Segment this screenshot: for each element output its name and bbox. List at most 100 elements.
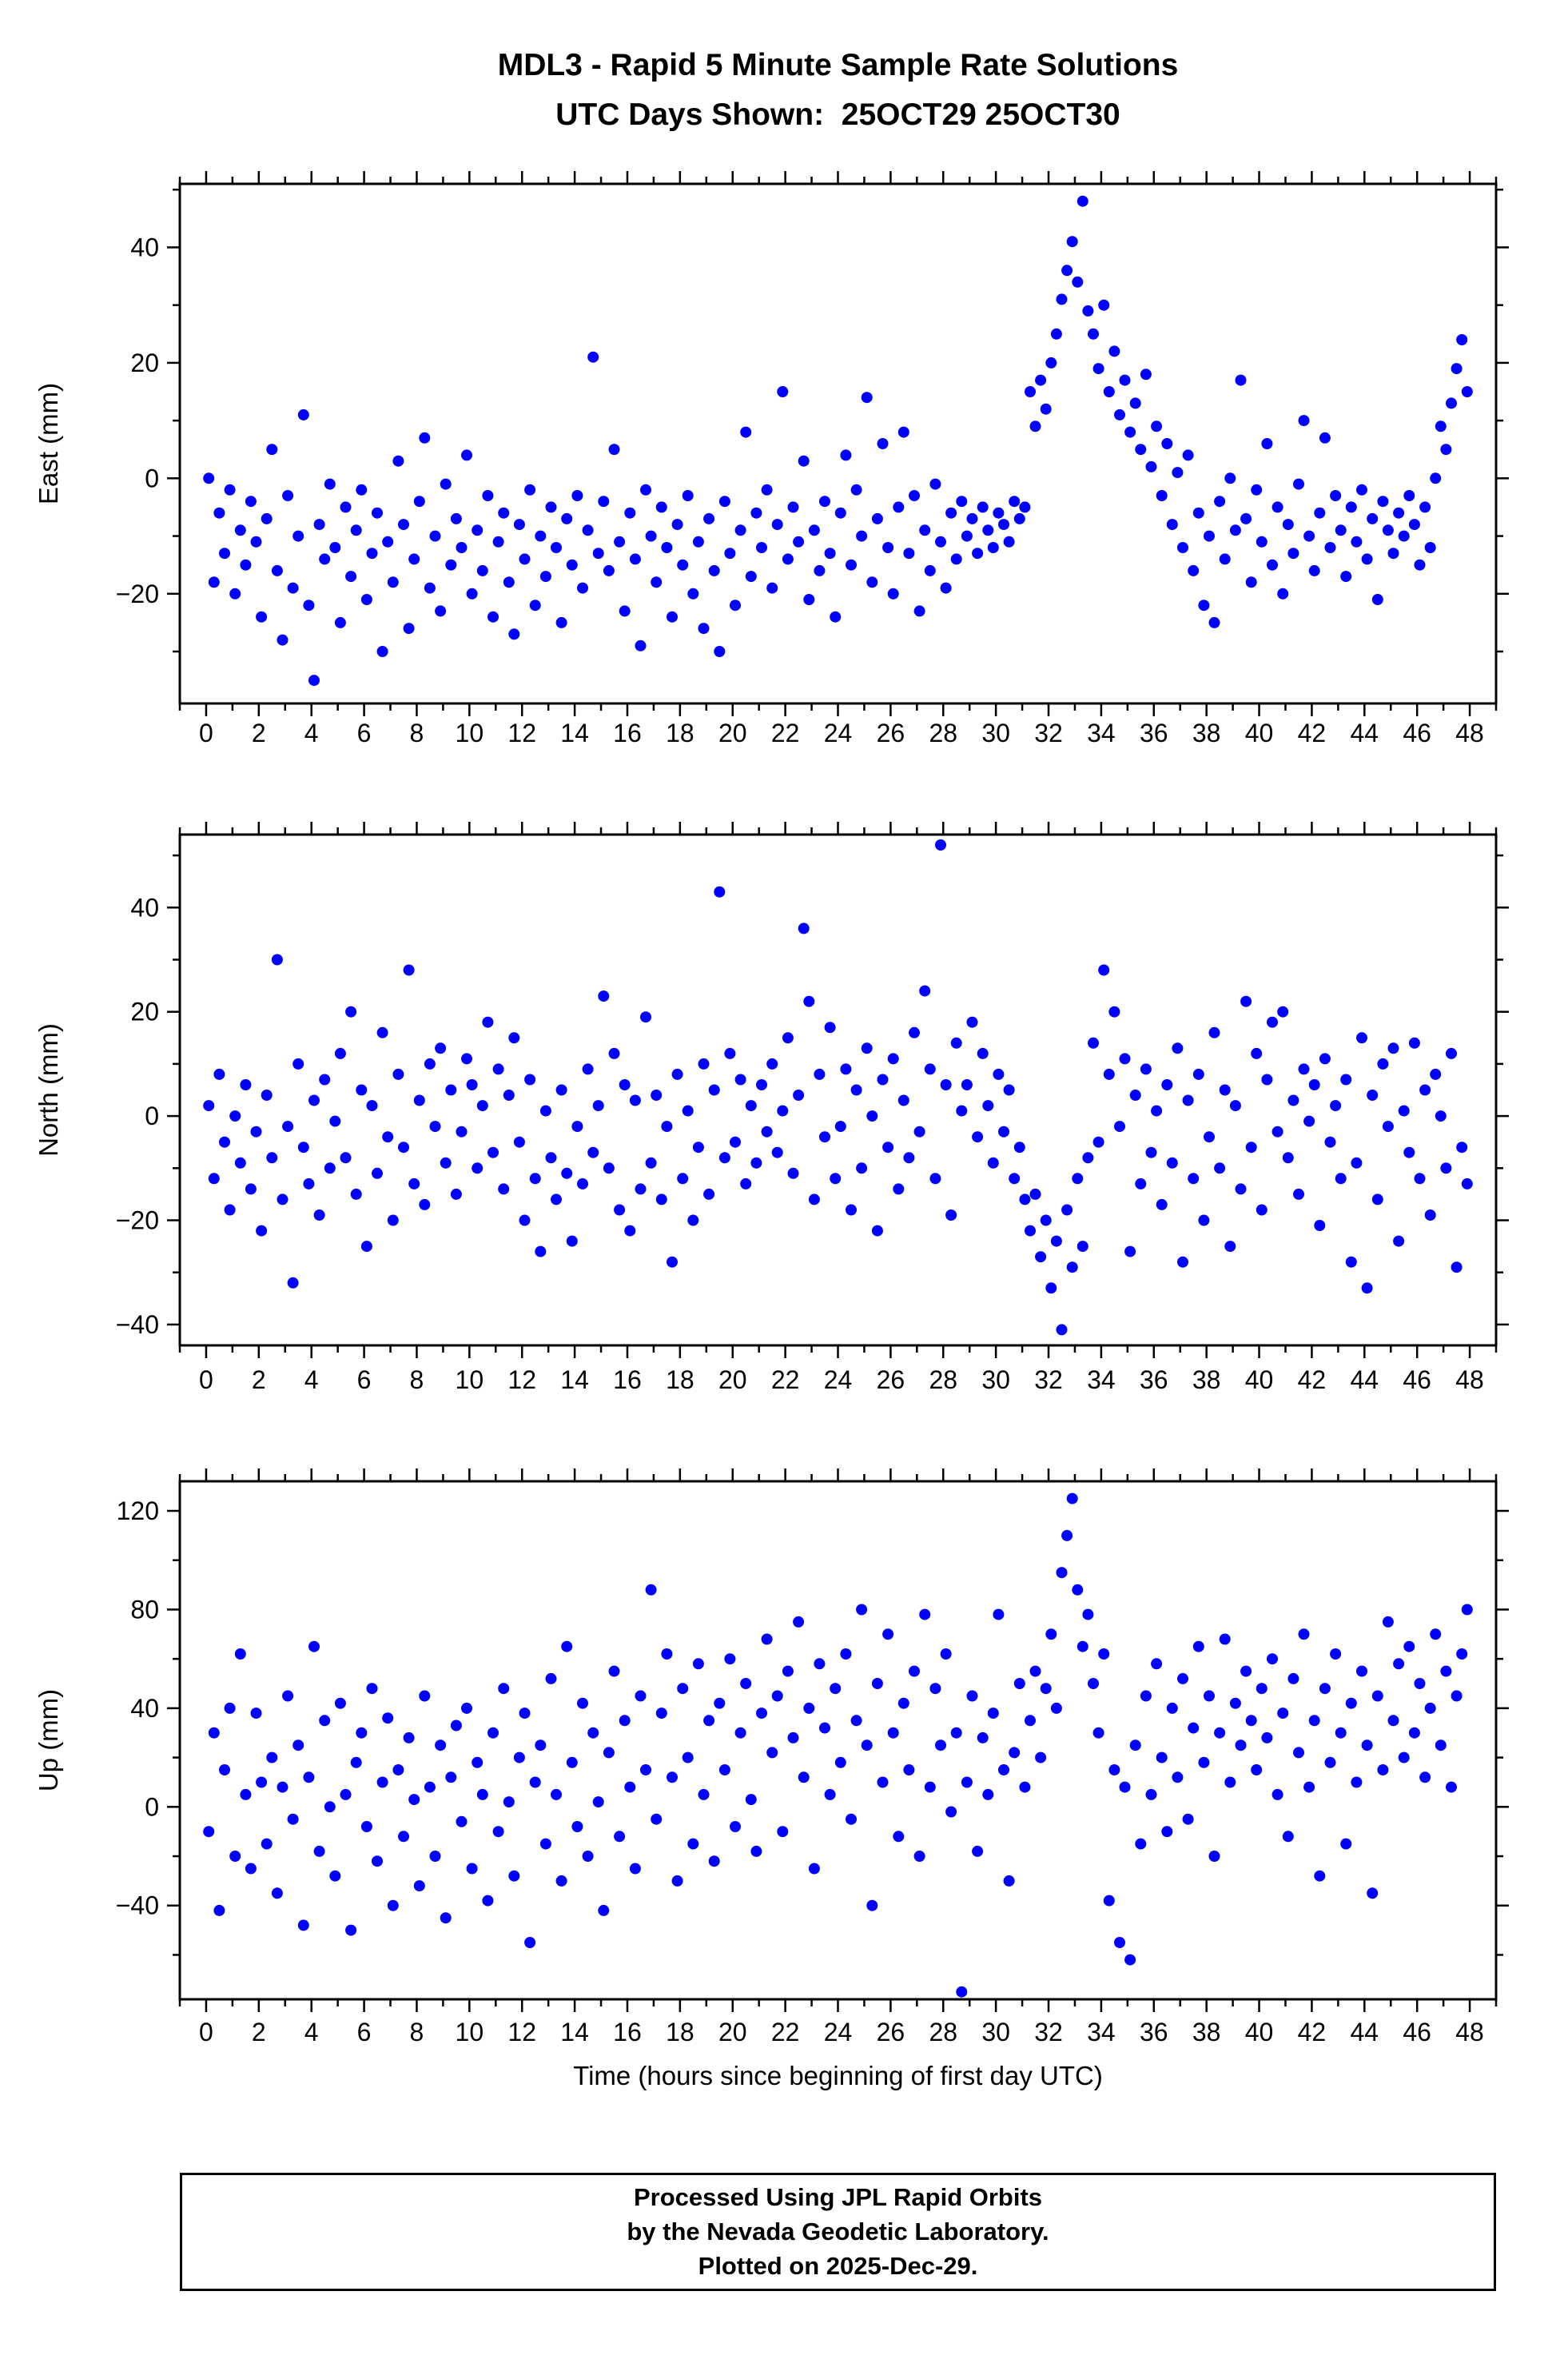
- svg-text:20: 20: [130, 349, 159, 377]
- data-points: [203, 1492, 1473, 1998]
- svg-text:24: 24: [824, 1365, 853, 1394]
- svg-text:24: 24: [824, 719, 853, 747]
- svg-text:32: 32: [1034, 1365, 1063, 1394]
- svg-text:−40: −40: [116, 1891, 159, 1920]
- footer-line2: by the Nevada Geodetic Laboratory.: [627, 2218, 1049, 2245]
- svg-text:12: 12: [507, 719, 536, 747]
- footer-line3: Plotted on 2025-Dec-29.: [698, 2252, 978, 2280]
- svg-text:16: 16: [613, 719, 642, 747]
- svg-text:36: 36: [1140, 2018, 1168, 2046]
- y-axis-title: Up (mm): [34, 1689, 63, 1791]
- svg-text:6: 6: [357, 719, 372, 747]
- svg-text:20: 20: [130, 998, 159, 1026]
- svg-text:18: 18: [666, 2018, 694, 2046]
- svg-text:46: 46: [1403, 2018, 1431, 2046]
- x-tick-labels: 0 2 4 6 8 10 12 14 16 18 20 22 24 26 28 30 32 34 36 38 40 42 4…: [199, 2018, 1484, 2046]
- svg-text:0: 0: [199, 719, 213, 747]
- svg-text:46: 46: [1403, 1365, 1431, 1394]
- svg-text:32: 32: [1034, 719, 1063, 747]
- svg-text:38: 38: [1192, 2018, 1221, 2046]
- svg-text:38: 38: [1192, 719, 1221, 747]
- svg-text:42: 42: [1298, 1365, 1327, 1394]
- data-points: [203, 839, 1473, 1336]
- svg-text:44: 44: [1351, 1365, 1379, 1394]
- svg-text:0: 0: [199, 2018, 213, 2046]
- svg-text:0: 0: [145, 1792, 159, 1821]
- svg-text:40: 40: [1245, 2018, 1274, 2046]
- x-tick-labels: 0 2 4 6 8 10 12 14 16 18 20 22 24 26 28 30 32 34 36 38 40 42 4…: [199, 1365, 1484, 1394]
- svg-text:30: 30: [981, 719, 1010, 747]
- svg-text:36: 36: [1140, 1365, 1168, 1394]
- svg-text:2: 2: [252, 1365, 266, 1394]
- svg-text:−40: −40: [116, 1310, 159, 1339]
- plot-title-line1: MDL3 - Rapid 5 Minute Sample Rate Soluti…: [497, 48, 1179, 82]
- svg-text:4: 4: [304, 719, 319, 747]
- svg-text:30: 30: [981, 1365, 1010, 1394]
- svg-text:26: 26: [877, 719, 905, 747]
- y-tick-labels: −40 0 40 80 120: [116, 1496, 159, 1920]
- svg-text:4: 4: [304, 1365, 319, 1394]
- svg-text:42: 42: [1298, 2018, 1327, 2046]
- plot-title-line2: UTC Days Shown: 25OCT29 25OCT30: [555, 98, 1120, 132]
- axis-ticks: [167, 1468, 1509, 2012]
- svg-text:44: 44: [1351, 2018, 1379, 2046]
- svg-text:6: 6: [357, 2018, 372, 2046]
- svg-text:28: 28: [929, 719, 957, 747]
- svg-text:6: 6: [357, 1365, 372, 1394]
- svg-text:34: 34: [1087, 719, 1116, 747]
- svg-text:16: 16: [613, 2018, 642, 2046]
- svg-text:4: 4: [304, 2018, 319, 2046]
- svg-text:12: 12: [507, 1365, 536, 1394]
- svg-text:18: 18: [666, 1365, 694, 1394]
- svg-text:22: 22: [771, 1365, 800, 1394]
- y-tick-labels: −20 0 20 40: [116, 233, 159, 608]
- svg-text:0: 0: [145, 1102, 159, 1130]
- svg-text:34: 34: [1087, 1365, 1116, 1394]
- axis-ticks: [167, 822, 1509, 1358]
- svg-text:36: 36: [1140, 719, 1168, 747]
- svg-text:10: 10: [456, 2018, 484, 2046]
- y-tick-labels: −40 −20 0 20 40: [116, 893, 159, 1339]
- svg-text:14: 14: [560, 719, 589, 747]
- panel-up: 0 2 4 6 8 10 12 14 16 18 20 22 24 26 28 30 32 34 36 38 40 42 4…: [34, 1468, 1509, 2046]
- svg-text:22: 22: [771, 719, 800, 747]
- svg-text:40: 40: [130, 233, 159, 261]
- svg-text:−20: −20: [116, 1206, 159, 1235]
- svg-text:2: 2: [252, 2018, 266, 2046]
- svg-text:48: 48: [1455, 2018, 1484, 2046]
- svg-text:0: 0: [199, 1365, 213, 1394]
- svg-text:44: 44: [1351, 719, 1379, 747]
- svg-text:34: 34: [1087, 2018, 1116, 2046]
- svg-text:24: 24: [824, 2018, 853, 2046]
- plot-frame: [178, 1480, 1498, 2001]
- svg-text:48: 48: [1455, 719, 1484, 747]
- plot-frame: [178, 833, 1498, 1347]
- svg-text:0: 0: [145, 464, 159, 492]
- svg-text:38: 38: [1192, 1365, 1221, 1394]
- svg-text:42: 42: [1298, 719, 1327, 747]
- x-tick-labels: 0 2 4 6 8 10 12 14 16 18 20 22 24 26 28 30 32 34 36 38 40 42 4…: [199, 719, 1484, 747]
- svg-text:26: 26: [877, 1365, 905, 1394]
- data-points: [203, 195, 1473, 687]
- svg-text:40: 40: [1245, 1365, 1274, 1394]
- svg-text:28: 28: [929, 1365, 957, 1394]
- svg-text:12: 12: [507, 2018, 536, 2046]
- svg-text:14: 14: [560, 2018, 589, 2046]
- svg-text:10: 10: [456, 1365, 484, 1394]
- svg-text:20: 20: [718, 1365, 747, 1394]
- svg-text:40: 40: [130, 1694, 159, 1723]
- svg-text:30: 30: [981, 2018, 1010, 2046]
- svg-text:80: 80: [130, 1595, 159, 1624]
- svg-text:20: 20: [718, 719, 747, 747]
- x-axis-label: Time (hours since beginning of first day…: [573, 2061, 1103, 2090]
- svg-text:40: 40: [130, 893, 159, 922]
- svg-text:8: 8: [410, 1365, 424, 1394]
- svg-text:8: 8: [410, 719, 424, 747]
- y-axis-title: North (mm): [34, 1023, 63, 1157]
- svg-text:14: 14: [560, 1365, 589, 1394]
- axis-ticks: [167, 171, 1509, 716]
- svg-text:8: 8: [410, 2018, 424, 2046]
- svg-text:46: 46: [1403, 719, 1431, 747]
